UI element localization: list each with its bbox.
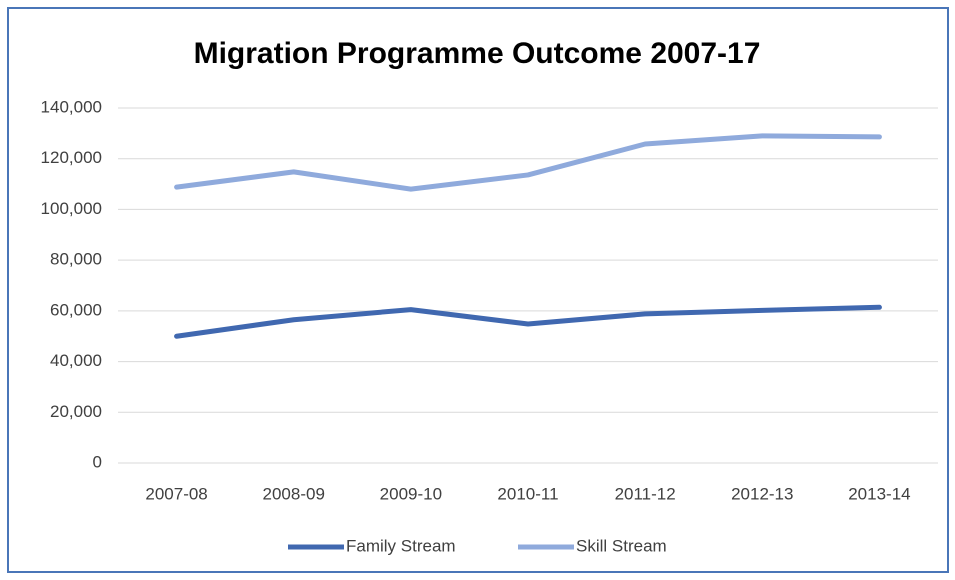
y-tick-label: 60,000 bbox=[50, 300, 102, 319]
y-tick-label: 120,000 bbox=[41, 148, 102, 167]
x-tick-label: 2011-12 bbox=[615, 484, 676, 503]
chart-title: Migration Programme Outcome 2007-17 bbox=[194, 37, 761, 70]
legend-label: Skill Stream bbox=[576, 536, 667, 555]
line-series bbox=[174, 133, 882, 192]
x-tick-label: 2007-08 bbox=[145, 484, 207, 503]
y-tick-label: 140,000 bbox=[41, 97, 102, 116]
x-tick-label: 2008-09 bbox=[263, 484, 325, 503]
y-tick-label: 20,000 bbox=[50, 402, 102, 421]
y-tick-label: 40,000 bbox=[50, 351, 102, 370]
y-tick-label: 100,000 bbox=[41, 199, 102, 218]
x-tick-label: 2010-11 bbox=[497, 484, 558, 503]
y-tick-label: 0 bbox=[93, 452, 102, 471]
line-series bbox=[174, 304, 882, 339]
x-tick-label: 2009-10 bbox=[380, 484, 442, 503]
y-tick-label: 80,000 bbox=[50, 250, 102, 269]
x-tick-label: 2013-14 bbox=[848, 484, 910, 503]
x-tick-label: 2012-13 bbox=[731, 484, 793, 503]
chart-border bbox=[7, 7, 949, 573]
legend-label: Family Stream bbox=[346, 536, 456, 555]
